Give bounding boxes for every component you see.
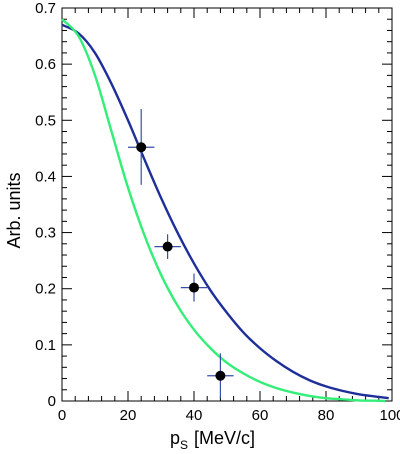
x-tick-label: 20	[120, 407, 137, 424]
series-curve-2	[61, 18, 386, 403]
y-tick-label: 0.4	[35, 168, 56, 185]
x-axis-title: pS [MeV/c]	[170, 428, 255, 452]
data-point-marker	[162, 241, 173, 252]
y-tick-label: 0.3	[35, 225, 56, 242]
plot-border	[61, 7, 393, 402]
axis-ticks	[61, 7, 393, 402]
y-tick-label: 0.2	[35, 281, 56, 298]
plot-frame	[61, 7, 393, 402]
x-tick-label: 80	[318, 407, 335, 424]
data-point-marker	[215, 370, 226, 381]
y-tick-label: 0.1	[35, 337, 56, 354]
data-point-2	[154, 234, 181, 259]
data-point-marker	[136, 142, 147, 153]
data-point-3	[180, 273, 208, 302]
x-axis-title-main: p	[170, 428, 180, 448]
x-tick-label: 60	[252, 407, 269, 424]
x-tick-labels: 0 20 40 60 80 100	[58, 407, 400, 424]
data-point-4	[207, 353, 234, 399]
data-points	[128, 109, 234, 399]
y-tick-label: 0.6	[35, 56, 56, 73]
series-curves	[61, 18, 389, 403]
data-point-marker	[189, 282, 199, 293]
y-tick-label: 0	[48, 393, 56, 410]
x-tick-label: 0	[58, 407, 66, 424]
y-tick-labels: 0 0.1 0.2 0.3 0.4 0.5 0.6 0.7	[35, 0, 56, 410]
series-curve-1	[61, 23, 389, 400]
x-axis-title-unit: [MeV/c]	[194, 428, 255, 448]
y-tick-label: 0.7	[35, 0, 56, 17]
x-tick-label: 100	[379, 407, 400, 424]
x-tick-label: 40	[186, 407, 203, 424]
data-point-1	[128, 109, 155, 185]
y-axis-title: Arb. units	[4, 172, 24, 248]
x-axis-title-subscript: S	[180, 438, 188, 452]
y-tick-label: 0.5	[35, 112, 56, 129]
